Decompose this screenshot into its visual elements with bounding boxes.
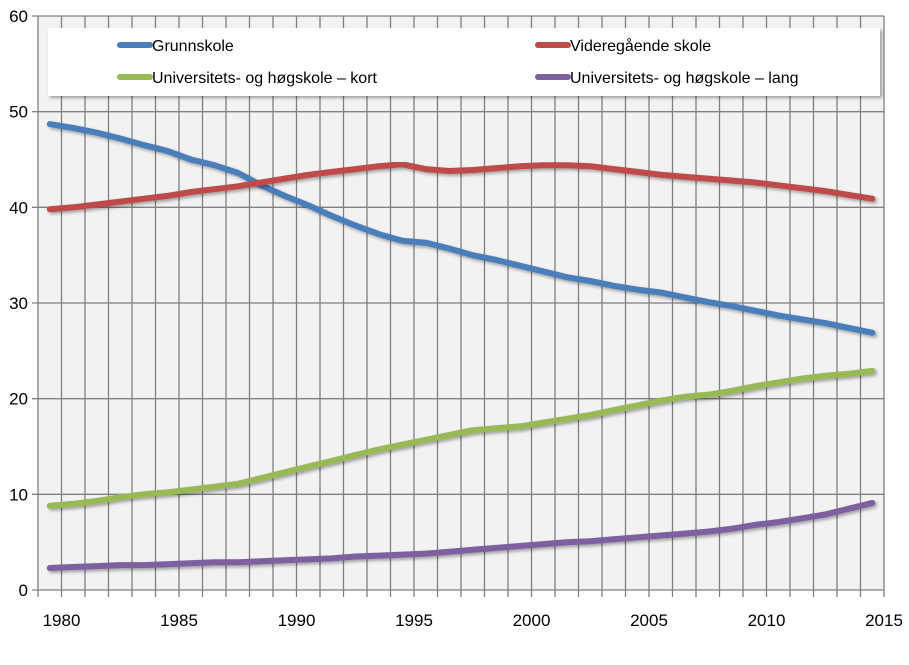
x-tick-label: 2000: [513, 611, 551, 630]
x-tick-label: 2005: [630, 611, 668, 630]
legend: Grunnskole Videregående skole Universitets…: [48, 28, 880, 96]
x-tick-label: 2010: [748, 611, 786, 630]
y-tick-label: 20: [9, 390, 28, 409]
y-tick-label: 60: [9, 7, 28, 26]
y-tick-label: 50: [9, 103, 28, 122]
legend-label: Universitets- og høgskole – lang: [570, 70, 799, 87]
y-tick-label: 30: [9, 294, 28, 313]
x-tick-label: 1980: [43, 611, 81, 630]
x-tick-label: 2015: [865, 611, 903, 630]
legend-label: Videregående skole: [570, 37, 711, 55]
y-tick-label: 10: [9, 485, 28, 504]
x-tick-label: 1995: [395, 611, 433, 630]
x-tick-label: 1990: [278, 611, 316, 630]
legend-label: Universitets- og høgskole – kort: [152, 70, 378, 87]
y-tick-label: 0: [19, 581, 28, 600]
y-tick-label: 40: [9, 198, 28, 217]
legend-label: Grunnskole: [152, 38, 234, 55]
x-tick-label: 1985: [160, 611, 198, 630]
